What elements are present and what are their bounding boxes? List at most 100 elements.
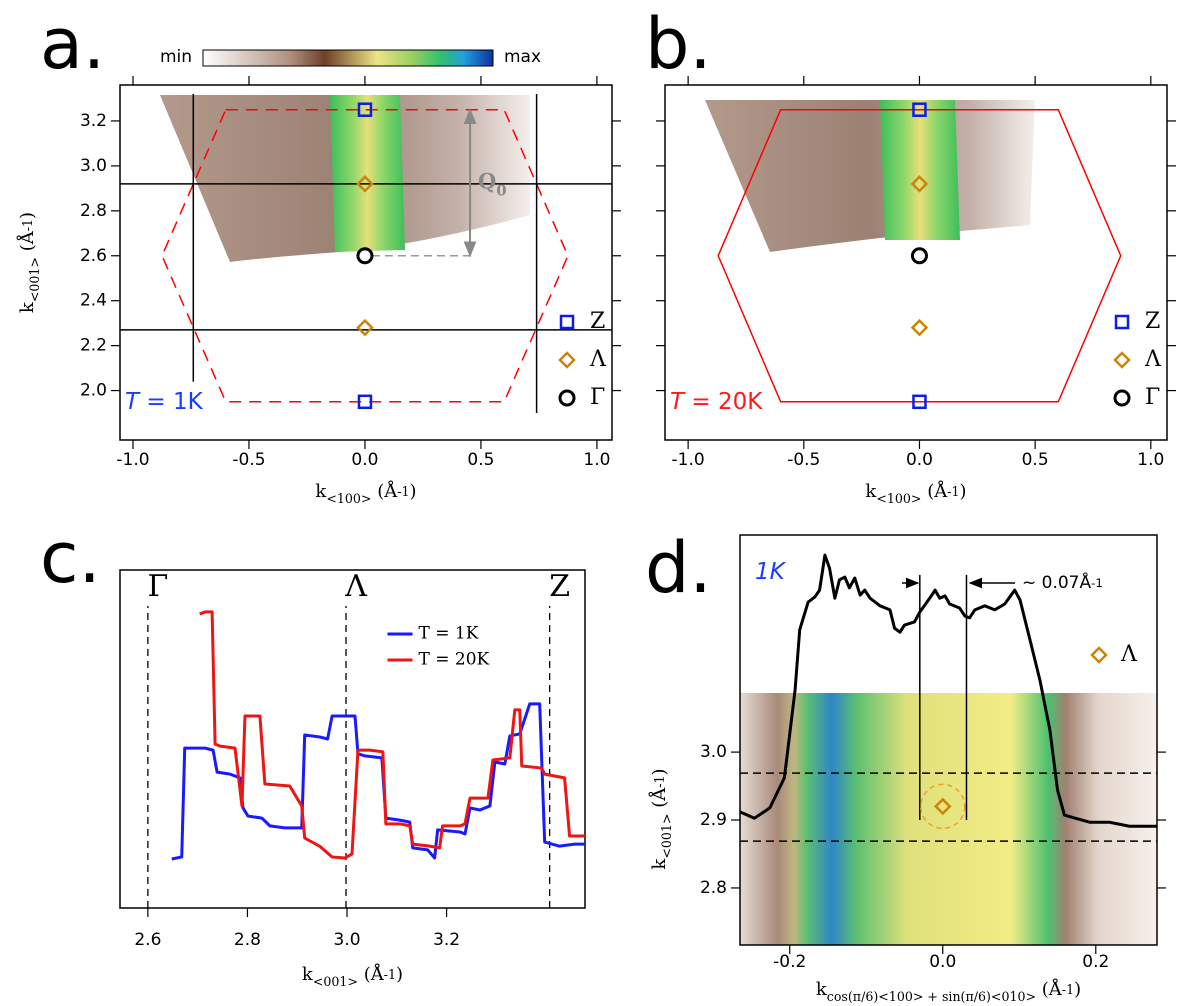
x-axis-label-part: -1 xyxy=(397,484,409,499)
legend-marker xyxy=(1090,646,1108,664)
y-tick-label: 2.4 xyxy=(80,291,107,311)
y-tick-label: 3.0 xyxy=(700,742,727,762)
data-point xyxy=(933,797,952,816)
y-axis-label-part: -1 xyxy=(652,775,667,787)
highlight-ring xyxy=(920,783,966,830)
x-tick-label: -0.5 xyxy=(787,450,820,470)
y-axis-label-part: -1 xyxy=(20,219,35,231)
legend-marker xyxy=(558,389,576,407)
x-axis-label-part: ) xyxy=(960,481,967,502)
y-axis-label-part: ) xyxy=(17,212,38,219)
x-axis-label-part: <001> xyxy=(313,974,358,989)
x-axis-label: k<100> (Å-1) xyxy=(865,480,966,506)
q-label-part: 0 xyxy=(496,182,506,199)
x-tick-label: 3.0 xyxy=(334,930,361,950)
width-annotation: ~ 0.07Å-1 xyxy=(1022,571,1103,593)
legend-label: Z xyxy=(590,309,605,334)
data-point xyxy=(910,175,929,193)
y-axis-label: k<001> (Å-1) xyxy=(648,768,674,869)
y-tick-label: 2.0 xyxy=(80,381,107,401)
plot-frame xyxy=(739,534,1158,946)
x-tick-label: -0.5 xyxy=(232,450,265,470)
y-tick-label: 2.2 xyxy=(80,336,107,356)
x-axis-label-part: (Å xyxy=(922,480,949,502)
colorbar-low: min xyxy=(160,47,192,67)
x-axis-label-part: -1 xyxy=(1062,982,1074,997)
legend-label: T = 20K xyxy=(419,650,490,670)
y-tick-label: 2.8 xyxy=(80,201,107,221)
temperature-label: 1K xyxy=(755,559,787,585)
data-point xyxy=(912,102,927,117)
x-axis-label-part: ) xyxy=(1074,979,1081,1000)
width-annotation-part: ~ 0.07Å xyxy=(1022,571,1091,593)
x-axis-label: kcos(π/6)<100> + sin(π/6)<010> (Å-1) xyxy=(816,978,1081,1004)
point-label: Λ xyxy=(344,569,367,604)
x-tick-label: 0.0 xyxy=(929,952,956,972)
y-axis-label-part: ) xyxy=(649,768,670,775)
x-axis-label-part: k xyxy=(816,979,828,1000)
temperature-label-part: T xyxy=(125,389,141,415)
panel-letter: a. xyxy=(40,3,105,85)
temperature-label-part: T xyxy=(670,389,686,415)
q-label-part: Q xyxy=(478,168,496,193)
data-point xyxy=(910,318,929,337)
plot-frame xyxy=(664,84,1168,441)
legend-label: Λ xyxy=(589,347,607,372)
temperature-label-part: 1K xyxy=(755,559,787,585)
heatmap-band xyxy=(330,95,405,252)
plot-frame xyxy=(119,84,613,441)
x-tick-label: 1.0 xyxy=(1137,450,1164,470)
x-tick-label: 0.0 xyxy=(351,450,378,470)
data-point xyxy=(910,247,928,265)
y-tick-label: 2.8 xyxy=(700,878,727,898)
y-axis-label-part: <001> xyxy=(27,257,42,302)
x-axis-label-part: cos(π/6)<100> + sin(π/6)<010> xyxy=(827,989,1036,1004)
data-point xyxy=(356,318,374,337)
x-tick-label: -1.0 xyxy=(672,450,705,470)
x-tick-label: -1.0 xyxy=(116,450,149,470)
x-tick-label: 0.5 xyxy=(1022,450,1049,470)
x-axis-label-part: -1 xyxy=(384,967,396,982)
x-axis-label-part: ) xyxy=(410,481,417,502)
x-tick-label: 2.6 xyxy=(134,930,161,950)
legend-label: Λ xyxy=(1144,347,1162,372)
x-axis-label: k<100> (Å-1) xyxy=(315,480,416,506)
data-line xyxy=(171,702,585,861)
colorbar xyxy=(202,49,494,67)
legend-marker xyxy=(1113,389,1131,407)
x-axis-label-part: (Å xyxy=(372,480,399,502)
x-axis-label-part: (Å xyxy=(1036,978,1063,1000)
y-axis-label-part: k xyxy=(649,858,670,870)
data-line xyxy=(199,610,585,860)
temperature-label: T = 1K xyxy=(125,389,204,415)
legend-marker xyxy=(1113,351,1131,369)
y-axis-label: k<001> (Å-1) xyxy=(16,212,42,313)
legend-label: Λ xyxy=(1120,642,1138,667)
width-annotation-part: -1 xyxy=(1091,576,1103,590)
x-axis-label-part: k xyxy=(865,481,877,502)
panel-letter: c. xyxy=(40,517,101,599)
legend-label: T = 1K xyxy=(419,624,479,644)
x-axis-label-part: <100> xyxy=(326,491,371,506)
data-point xyxy=(912,394,927,410)
data-point xyxy=(356,247,374,265)
x-axis-label-part: k xyxy=(315,481,327,502)
x-tick-label: 2.8 xyxy=(234,930,261,950)
y-axis-label-part: k xyxy=(17,301,38,313)
y-axis-label-part: (Å xyxy=(648,787,670,814)
y-tick-label: 3.2 xyxy=(80,111,107,131)
point-label: Z xyxy=(549,569,570,604)
data-point xyxy=(356,175,374,193)
x-axis-label-part: (Å xyxy=(358,963,385,985)
legend-marker xyxy=(558,351,576,369)
x-tick-label: 0.0 xyxy=(906,450,933,470)
heatmap xyxy=(705,100,1035,252)
temperature-label-part: = 1K xyxy=(139,389,204,415)
point-label: Γ xyxy=(147,569,168,604)
colorbar-high: max xyxy=(504,47,541,67)
legend-label: Z xyxy=(1145,309,1160,334)
temperature-label-part: = 20K xyxy=(684,389,763,415)
x-tick-label: 0.5 xyxy=(467,450,494,470)
